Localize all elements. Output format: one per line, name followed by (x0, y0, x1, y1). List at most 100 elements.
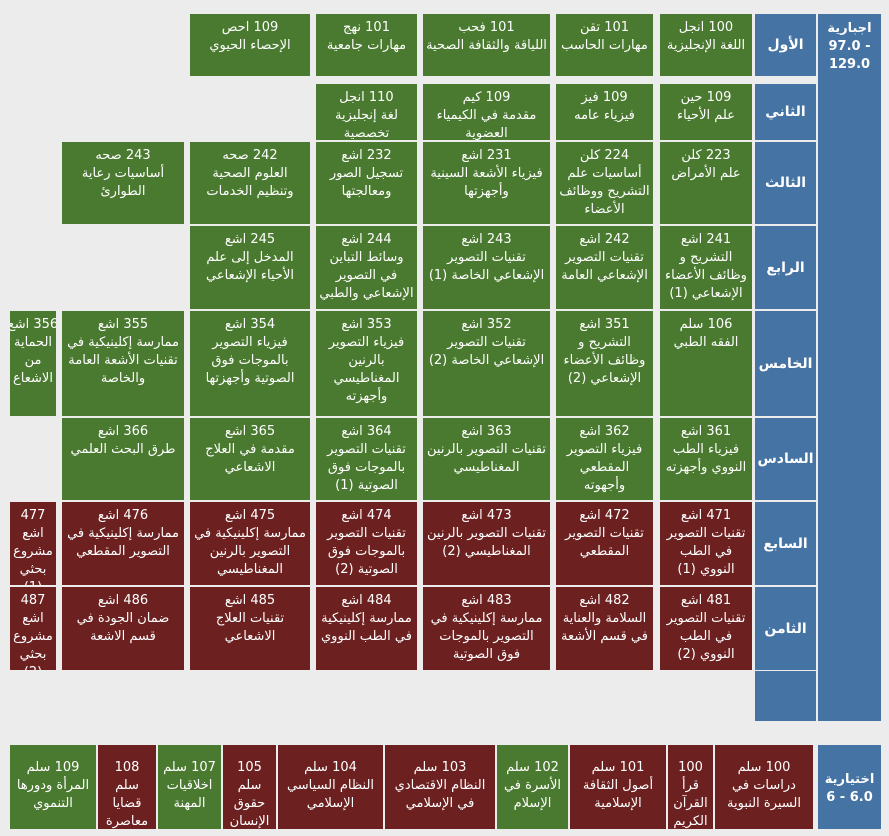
elective-course-cell[interactable]: 107 سلم اخلاقيات المهنة (158, 745, 221, 829)
course-cell[interactable]: 356 اشع الحماية من الاشعاع (10, 311, 56, 416)
elective-course-cell[interactable]: 103 سلم النظام الاقتصادي في الإسلامي (385, 745, 495, 829)
course-name: المدخل إلى علم الأحياء الإشعاعي (206, 250, 294, 283)
course-code: 361 اشع (680, 424, 732, 439)
course-cell[interactable]: 109 حين علم الأحياء (660, 84, 752, 140)
course-code: 109 حين (680, 90, 732, 105)
course-cell[interactable]: 223 كلن علم الأمراض (660, 142, 752, 224)
course-name: اخلاقيات المهنة (166, 778, 213, 811)
course-cell[interactable]: 243 صحه أساسيات رعاية الطوارئ (62, 142, 184, 224)
course-cell[interactable]: 471 اشع تقنيات التصوير في الطب النووي (1) (660, 502, 752, 585)
course-cell[interactable]: 486 اشع ضمان الجودة في قسم الاشعة (62, 587, 184, 670)
course-cell[interactable]: 485 اشع تقنيات العلاج الاشعاعي (190, 587, 310, 670)
level-label: الرابع (755, 226, 816, 309)
course-cell[interactable]: 352 اشع تقنيات التصوير الإشعاعي الخاصة (2… (423, 311, 550, 416)
course-code: 471 اشع (680, 508, 732, 523)
course-code: 105 (237, 760, 262, 775)
course-cell[interactable]: 101 نهج مهارات جامعية (316, 14, 417, 76)
course-cell[interactable]: 224 كلن أساسيات علم التشريح ووظائف الأعضا… (556, 142, 653, 224)
course-name: الفقه الطبي (673, 335, 739, 350)
elective-course-cell[interactable]: 105 سلم حقوق الإنسان (223, 745, 276, 829)
course-cell[interactable]: 109 احص الإحصاء الحيوي (190, 14, 310, 76)
course-cell[interactable]: 353 اشع فيزياء التصوير بالرنين المغناطيسي… (316, 311, 417, 416)
course-name: ممارسة إكلينيكية في التصوير بالرنين المغ… (194, 526, 306, 577)
course-code: 352 اشع (461, 317, 512, 332)
course-code: 106 سلم (679, 317, 733, 332)
course-code: 100 انجل (678, 20, 734, 35)
course-cell[interactable]: 244 اشع وسائط التباين في التصوير الإشعاعي… (316, 226, 417, 309)
course-cell[interactable]: 487 اشع مشروع بحثي (2) (10, 587, 56, 670)
course-name: النظام السياسي الإسلامي (286, 778, 375, 811)
course-cell[interactable]: 106 سلم الفقه الطبي (660, 311, 752, 416)
course-code: 476 اشع (97, 508, 149, 523)
course-name: أساسيات علم التشريح ووظائف الأعضاء (559, 166, 650, 217)
course-code: 487 (20, 593, 46, 608)
course-cell[interactable]: 354 اشع فيزياء التصوير بالموجات فوق الصوت… (190, 311, 310, 416)
required-courses-header: اجبارية 97.0 - 129.0 (818, 14, 881, 721)
level-label: الأول (755, 14, 816, 76)
course-name: وسائط التباين في التصوير الإشعاعي والطبي (319, 250, 414, 301)
level-label (755, 671, 816, 721)
course-name: تقنيات العلاج الاشعاعي (215, 611, 285, 644)
elective-course-cell[interactable]: 104 سلم النظام السياسي الإسلامي (278, 745, 383, 829)
course-cell[interactable]: 242 صحه العلوم الصحية وتنظيم الخدمات (190, 142, 310, 224)
course-cell[interactable]: 110 انجل لغة إنجليزية تخصصية (316, 84, 417, 140)
course-cell[interactable]: 232 اشع تسجيل الصور ومعالجتها (316, 142, 417, 224)
course-cell[interactable]: 363 اشع تقنيات التصوير بالرنين المغناطيسي (423, 418, 550, 500)
course-name: المرأة ودورها التنموي (16, 778, 90, 811)
course-cell[interactable]: 361 اشع فيزياء الطب النووي وأجهزته (660, 418, 752, 500)
elective-course-cell[interactable]: 100 قرأ القرآن الكريم (668, 745, 713, 829)
course-code: 353 اشع (341, 317, 392, 332)
course-code: 477 (20, 508, 46, 523)
course-cell[interactable]: 101 تقن مهارات الحاسب (556, 14, 653, 76)
level-label: الخامس (755, 311, 816, 416)
elective-course-cell[interactable]: 108 سلم قضايا معاصرة (98, 745, 156, 829)
course-cell[interactable]: 474 اشع تقنيات التصوير بالموجات فوق الصوت… (316, 502, 417, 585)
course-name: تقنيات التصوير بالرنين المغناطيسي (2) (427, 526, 546, 559)
course-cell[interactable]: 242 اشع تقنيات التصوير الإشعاعي العامة (556, 226, 653, 309)
course-cell[interactable]: 241 اشع التشريح و وظائف الأعضاء الإشعاعي … (660, 226, 752, 309)
course-code: 100 (678, 760, 703, 775)
course-cell[interactable]: 109 فيز فيزياء عامه (556, 84, 653, 140)
elective-course-cell[interactable]: 109 سلم المرأة ودورها التنموي (10, 745, 96, 829)
course-code: 363 اشع (461, 424, 512, 439)
course-name: اللغة الإنجليزية (666, 38, 746, 53)
course-cell[interactable]: 473 اشع تقنيات التصوير بالرنين المغناطيسي… (423, 502, 550, 585)
course-name: اللياقة والثقافة الصحية (426, 38, 547, 53)
course-name: فيزياء الطب النووي وأجهزته (665, 442, 747, 475)
level-label: الثامن (755, 587, 816, 670)
course-cell[interactable]: 366 اشع طرق البحث العلمي (62, 418, 184, 500)
course-cell[interactable]: 362 اشع فيزياء التصوير المقطعي وأجهوته (556, 418, 653, 500)
course-cell[interactable]: 100 انجل اللغة الإنجليزية (660, 14, 752, 76)
course-cell[interactable]: 243 اشع تقنيات التصوير الإشعاعي الخاصة (1… (423, 226, 550, 309)
course-cell[interactable]: 351 اشع التشريح و وظائف الأعضاء الإشعاعي … (556, 311, 653, 416)
course-cell[interactable]: 365 اشع مقدمة في العلاج الاشعاعي (190, 418, 310, 500)
elective-course-cell[interactable]: 102 سلم الأسرة في الإسلام (497, 745, 568, 829)
course-cell[interactable]: 481 اشع تقنيات التصوير في الطب النووي (2) (660, 587, 752, 670)
course-cell[interactable]: 231 اشع فيزياء الأشعة السينية وأجهزتها (423, 142, 550, 224)
course-name: تقنيات التصوير بالرنين المغناطيسي (427, 442, 546, 475)
course-name: فيزياء التصوير بالرنين المغناطيسي وأجهزت… (328, 335, 405, 404)
course-code: 102 سلم (506, 760, 559, 775)
course-cell[interactable]: 484 اشع ممارسة إكلينيكية في الطب النووي (316, 587, 417, 670)
course-name: علم الأمراض (671, 166, 741, 181)
course-code: 354 اشع (224, 317, 276, 332)
course-cell[interactable]: 355 اشع ممارسة إكلينيكية في تقنيات الأشعة… (62, 311, 184, 416)
course-cell[interactable]: 109 كيم مقدمة في الكيمياء العضوية (423, 84, 550, 140)
course-cell[interactable]: 483 اشع ممارسة إكلينيكية في التصوير بالمو… (423, 587, 550, 670)
course-cell[interactable]: 476 اشع ممارسة إكلينيكية في التصوير المقط… (62, 502, 184, 585)
course-cell[interactable]: 245 اشع المدخل إلى علم الأحياء الإشعاعي (190, 226, 310, 309)
course-name: ممارسة إكلينيكية في تقنيات الأشعة العامة… (67, 335, 179, 386)
course-cell[interactable]: 472 اشع تقنيات التصوير المقطعي (556, 502, 653, 585)
course-cell[interactable]: 364 اشع تقنيات التصوير بالموجات فوق الصوت… (316, 418, 417, 500)
course-name: تقنيات التصوير الإشعاعي الخاصة (2) (428, 335, 545, 368)
course-cell[interactable]: 101 فحب اللياقة والثقافة الصحية (423, 14, 550, 76)
elective-course-cell[interactable]: 101 سلم أصول الثقافة الإسلامية (570, 745, 666, 829)
elective-course-cell[interactable]: 100 سلم دراسات في السيرة النبوية (715, 745, 813, 829)
course-cell[interactable]: 477 اشع مشروع بحثي (1) (10, 502, 56, 585)
course-code: 223 كلن (681, 148, 731, 163)
course-cell[interactable]: 475 اشع ممارسة إكلينيكية في التصوير بالرن… (190, 502, 310, 585)
level-label: الثاني (755, 84, 816, 140)
course-cell[interactable]: 482 اشع السلامة والعناية في قسم الأشعة (556, 587, 653, 670)
course-code: 104 سلم (304, 760, 357, 775)
course-code: 107 سلم (163, 760, 216, 775)
